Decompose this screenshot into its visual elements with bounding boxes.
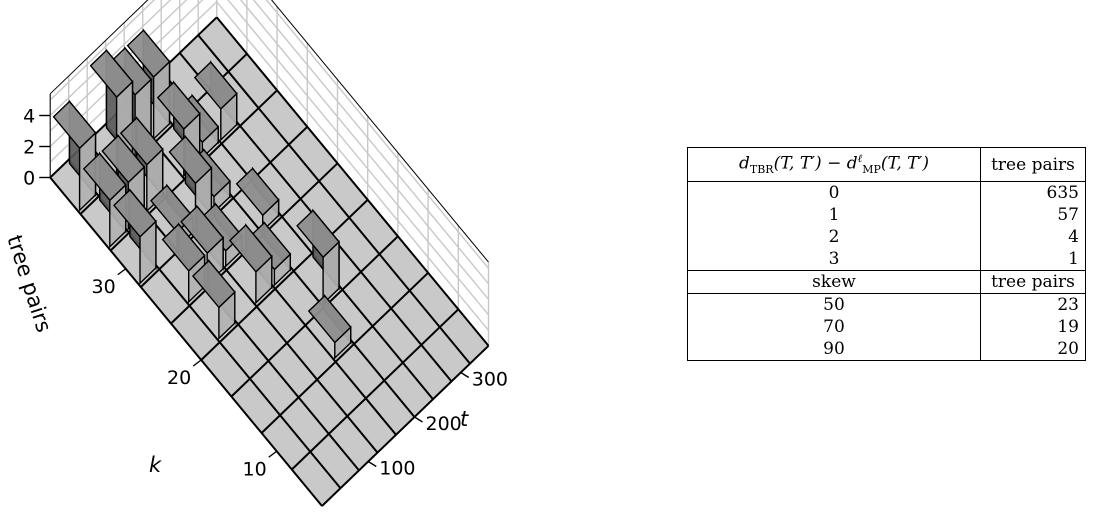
- grid-line: [252, 0, 490, 285]
- back-wall-t: [216, 0, 489, 346]
- t-tick: [414, 416, 423, 423]
- bar-top: [126, 29, 171, 79]
- k-tick: [268, 450, 278, 458]
- t-tick-label: 200: [426, 413, 462, 435]
- bar-top: [228, 224, 273, 273]
- table-row: 0 635: [687, 181, 1086, 205]
- floor-grid-line: [140, 126, 308, 288]
- chart-bars: [52, 28, 352, 360]
- table-cell: 70: [687, 316, 981, 339]
- header-1-col-2: tree pairs: [980, 146, 1086, 183]
- grid-line: [265, 0, 490, 269]
- bar-top: [193, 61, 238, 110]
- bar: [228, 223, 273, 305]
- bar-top: [101, 134, 146, 184]
- floor-grid-line: [200, 199, 369, 361]
- header-2-col-1: skew: [687, 270, 981, 295]
- z-tick-label: 2: [23, 137, 35, 159]
- bar-top: [52, 100, 97, 150]
- bar-top: [296, 209, 340, 259]
- bar-top: [89, 49, 134, 99]
- bar: [235, 166, 280, 233]
- floor-grid-line: [260, 272, 429, 434]
- bar3d-chart: 0 2 4 100 200 300 10 20 30 tree pairs t k: [2, 0, 508, 507]
- bar-top: [235, 167, 280, 217]
- floor-grid-line: [215, 16, 490, 347]
- table-header-2: skew tree pairs: [687, 270, 1086, 295]
- z-axis-label: tree pairs: [2, 232, 56, 335]
- bar-top: [82, 152, 127, 202]
- bar-top: [156, 81, 201, 131]
- grid-line: [216, 1, 490, 331]
- t-tick: [367, 460, 377, 468]
- z-tick-label: 0: [23, 168, 35, 190]
- table-cell: 635: [980, 181, 1086, 205]
- t-tick-label: 300: [472, 369, 508, 391]
- t-tick: [460, 371, 470, 379]
- k-axis-label: k: [149, 453, 162, 477]
- stats-table: dTBR(T, T′) − dℓMP(T, T′) tree pairs 0 63…: [687, 146, 1086, 362]
- table-cell: 20: [980, 338, 1086, 362]
- bar: [119, 115, 164, 213]
- table-row: 90 20: [687, 338, 1086, 362]
- k-tick-label: 20: [167, 367, 191, 389]
- grid-line: [227, 0, 490, 316]
- table-header-1: dTBR(T, T′) − dℓMP(T, T′) tree pairs: [687, 146, 1086, 183]
- table-cell: 50: [687, 293, 981, 317]
- header-1-col-1: dTBR(T, T′) − dℓMP(T, T′): [687, 146, 981, 183]
- table-cell: 4: [980, 226, 1086, 249]
- table-cell: 19: [980, 316, 1086, 339]
- t-axis-label: t: [460, 407, 469, 431]
- table-cell: 57: [980, 204, 1086, 227]
- bar: [307, 293, 352, 360]
- k-tick-label: 10: [243, 458, 267, 480]
- table-row: 50 23: [687, 293, 1086, 317]
- bar-top: [161, 223, 206, 272]
- grid-line: [239, 0, 490, 300]
- bar-top: [113, 188, 157, 238]
- table-cell: 1: [980, 248, 1086, 271]
- bar: [296, 208, 340, 306]
- header-2-col-2: tree pairs: [980, 270, 1086, 295]
- bar: [113, 188, 157, 285]
- grid-line: [49, 0, 156, 101]
- k-tick: [117, 268, 127, 276]
- bar-top: [168, 135, 213, 185]
- z-tick-label: 4: [23, 106, 35, 128]
- table-cell: 90: [687, 338, 981, 362]
- bar: [193, 60, 238, 142]
- floor-grid-line: [197, 34, 471, 365]
- bar: [247, 220, 292, 287]
- bar-top: [307, 294, 352, 344]
- floor-grid-line: [291, 308, 459, 471]
- bar-top: [119, 116, 164, 166]
- table-cell: 3: [687, 248, 981, 271]
- box-top-edge: [49, 0, 489, 263]
- table-cell: 23: [980, 293, 1086, 317]
- bar-top: [180, 205, 225, 255]
- table-cell: 0: [687, 181, 981, 205]
- bar-top: [191, 259, 236, 309]
- table-row: 70 19: [687, 316, 1086, 339]
- k-tick: [192, 359, 202, 367]
- bar: [191, 258, 236, 341]
- t-tick-label: 100: [379, 458, 415, 480]
- grid-line: [49, 0, 172, 117]
- table-row: 1 57: [687, 204, 1086, 227]
- k-tick-label: 30: [92, 276, 116, 298]
- table-cell: 1: [687, 204, 981, 227]
- table-cell: 2: [687, 226, 981, 249]
